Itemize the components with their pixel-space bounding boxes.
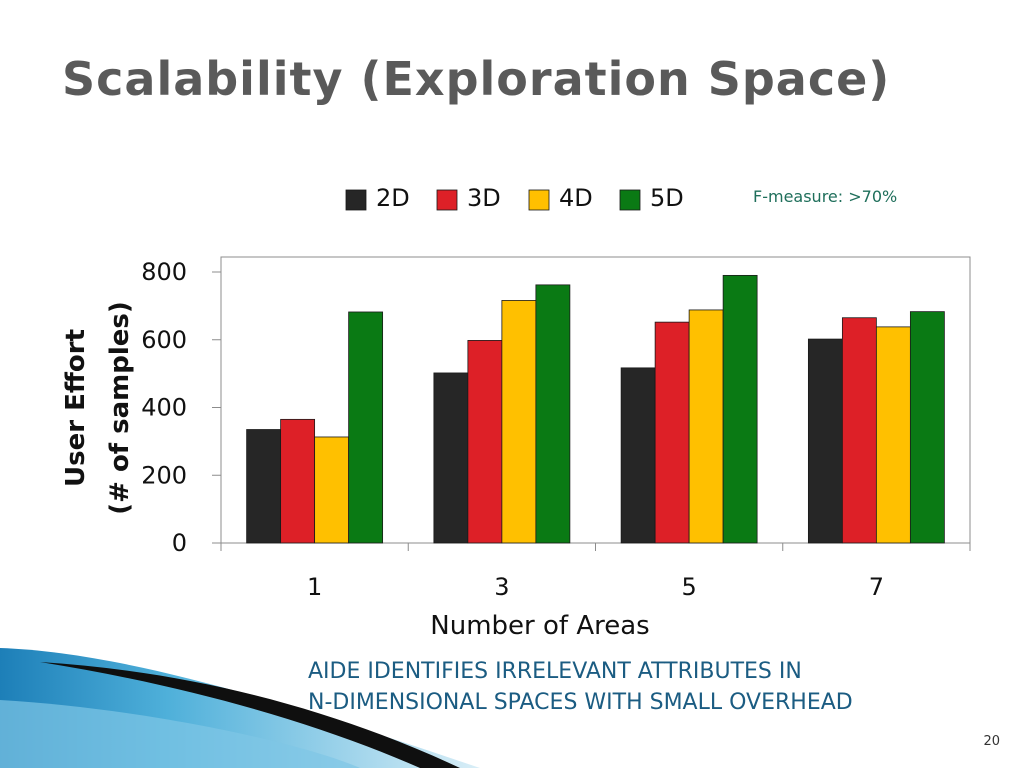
- bar-5d-3: [535, 284, 571, 544]
- bar-2d-1: [246, 429, 282, 544]
- bar-5d-1: [348, 311, 384, 544]
- x-tick-label: 5: [681, 573, 696, 601]
- legend-swatch-2d: [345, 189, 367, 211]
- x-tick-label: 7: [869, 573, 884, 601]
- bar-4d-1: [314, 436, 350, 544]
- slide-caption: AIDE IDENTIFIES IRRELEVANT ATTRIBUTES IN…: [308, 656, 853, 718]
- bars: [246, 274, 945, 544]
- legend-swatch-4d: [528, 189, 550, 211]
- y-tick-label: 0: [172, 529, 187, 557]
- bar-3d-5: [654, 321, 690, 544]
- slide-title: Scalability (Exploration Space): [62, 52, 891, 106]
- bar-3d-3: [467, 340, 503, 544]
- legend-swatch-3d: [436, 189, 458, 211]
- bar-4d-5: [688, 309, 724, 544]
- y-tick-label: 600: [141, 326, 187, 354]
- bar-2d-7: [807, 338, 843, 544]
- y-axis-title-line1: User Effort: [61, 329, 91, 487]
- bar-2d-5: [620, 367, 656, 544]
- bar-3d-7: [841, 317, 877, 544]
- x-tick-label: 3: [494, 573, 509, 601]
- y-axis: 0 200 400 600 800: [141, 258, 221, 557]
- caption-line-2: N-DIMENSIONAL SPACES WITH SMALL OVERHEAD: [308, 690, 853, 715]
- legend-label-2d: 2D: [376, 184, 410, 212]
- y-tick-label: 400: [141, 394, 187, 422]
- caption-line-1: AIDE IDENTIFIES IRRELEVANT ATTRIBUTES IN: [308, 659, 802, 684]
- y-axis-title-line2: (# of samples): [105, 301, 135, 515]
- x-tick-label: 1: [307, 573, 322, 601]
- legend-label-5d: 5D: [650, 184, 684, 212]
- x-axis: 1 3 5 7: [220, 543, 971, 601]
- x-axis-title: Number of Areas: [430, 611, 649, 641]
- chart-legend: 2D 3D 4D 5D: [345, 184, 684, 212]
- page-number: 20: [983, 734, 1000, 749]
- bar-5d-7: [909, 311, 945, 544]
- y-axis-title: User Effort (# of samples): [61, 301, 135, 515]
- bar-2d-3: [433, 372, 469, 544]
- bar-3d-1: [280, 418, 316, 544]
- y-tick-label: 800: [141, 258, 187, 286]
- legend-label-4d: 4D: [559, 184, 593, 212]
- bar-4d-7: [875, 326, 911, 544]
- bar-5d-5: [722, 274, 758, 544]
- legend-label-3d: 3D: [467, 184, 501, 212]
- legend-swatch-5d: [619, 189, 641, 211]
- f-measure-note: F-measure: >70%: [753, 187, 897, 206]
- bar-4d-3: [501, 300, 537, 544]
- y-tick-label: 200: [141, 461, 187, 489]
